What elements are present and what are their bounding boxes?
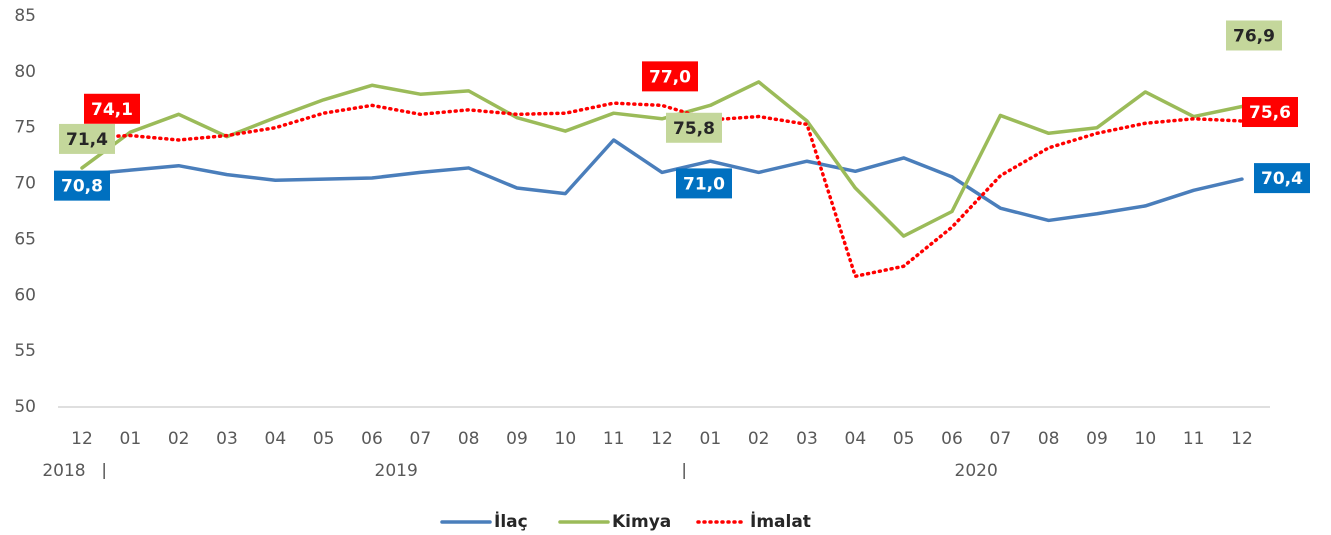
y-tick-label: 55 bbox=[14, 341, 36, 361]
x-tick-label: 12 bbox=[1231, 429, 1253, 449]
y-tick-label: 50 bbox=[14, 397, 36, 417]
data-label-box bbox=[59, 123, 115, 154]
data-label: 70,4 bbox=[1254, 163, 1310, 194]
x-tick-label: 07 bbox=[410, 429, 432, 449]
series-line bbox=[80, 101, 1244, 279]
legend-label: İlaç bbox=[494, 510, 528, 532]
x-group-label: 2020 bbox=[955, 461, 998, 481]
x-tick-label: 03 bbox=[216, 429, 238, 449]
data-label-text: 75,8 bbox=[673, 119, 715, 139]
data-label: 75,6 bbox=[1242, 97, 1298, 128]
y-tick-label: 60 bbox=[14, 285, 36, 305]
data-label-box bbox=[676, 168, 732, 199]
data-label-text: 74,1 bbox=[91, 100, 133, 120]
x-tick-label: 05 bbox=[893, 429, 915, 449]
data-label: 77,0 bbox=[642, 61, 698, 92]
y-tick-label: 65 bbox=[14, 229, 36, 249]
x-tick-label: 02 bbox=[748, 429, 770, 449]
x-tick-label: 06 bbox=[361, 429, 383, 449]
x-tick-label: 04 bbox=[845, 429, 867, 449]
x-tick-label: 07 bbox=[990, 429, 1012, 449]
data-label-text: 71,4 bbox=[66, 130, 108, 150]
x-tick-label: 08 bbox=[458, 429, 480, 449]
data-label-box bbox=[84, 93, 140, 124]
x-tick-label: 03 bbox=[796, 429, 818, 449]
data-label-text: 71,0 bbox=[683, 174, 725, 194]
x-tick-label: 05 bbox=[313, 429, 335, 449]
y-tick-label: 75 bbox=[14, 118, 36, 138]
data-label-box bbox=[1254, 163, 1310, 194]
x-tick-label: 04 bbox=[265, 429, 287, 449]
x-tick-label: 11 bbox=[1183, 429, 1205, 449]
x-group-label: 2018 bbox=[42, 461, 85, 481]
legend-label: İmalat bbox=[750, 510, 811, 532]
data-label-box bbox=[1242, 97, 1298, 128]
data-label: 74,1 bbox=[84, 93, 140, 124]
data-label-text: 70,8 bbox=[61, 177, 103, 197]
x-tick-label: 11 bbox=[603, 429, 625, 449]
data-label-text: 75,6 bbox=[1249, 103, 1291, 123]
data-label-text: 77,0 bbox=[649, 67, 691, 87]
data-label: 76,9 bbox=[1226, 20, 1282, 51]
y-tick-label: 70 bbox=[14, 174, 36, 194]
x-tick-label: 09 bbox=[506, 429, 528, 449]
series-line bbox=[80, 80, 1244, 238]
x-group-label: 2019 bbox=[375, 461, 418, 481]
x-tick-label: 02 bbox=[168, 429, 190, 449]
x-tick-label: 09 bbox=[1086, 429, 1108, 449]
data-label-box bbox=[642, 61, 698, 92]
data-label: 71,0 bbox=[676, 168, 732, 199]
data-label-box bbox=[54, 170, 110, 201]
data-label: 70,8 bbox=[54, 170, 110, 201]
y-tick-label: 85 bbox=[14, 6, 36, 26]
data-label-box bbox=[666, 112, 722, 143]
x-tick-label: 10 bbox=[1135, 429, 1157, 449]
x-tick-label: 10 bbox=[555, 429, 577, 449]
legend-label: Kimya bbox=[612, 512, 671, 532]
y-tick-label: 80 bbox=[14, 62, 36, 82]
x-tick-label: 01 bbox=[700, 429, 722, 449]
data-label: 71,4 bbox=[59, 123, 115, 154]
series-line bbox=[80, 138, 1244, 223]
data-label-box bbox=[1226, 20, 1282, 51]
x-tick-label: 12 bbox=[651, 429, 673, 449]
data-label-text: 70,4 bbox=[1261, 169, 1303, 189]
x-tick-label: 12 bbox=[71, 429, 93, 449]
data-label: 75,8 bbox=[666, 112, 722, 143]
x-tick-label: 08 bbox=[1038, 429, 1060, 449]
x-tick-label: 01 bbox=[120, 429, 142, 449]
data-label-text: 76,9 bbox=[1233, 26, 1275, 46]
x-tick-label: 06 bbox=[941, 429, 963, 449]
